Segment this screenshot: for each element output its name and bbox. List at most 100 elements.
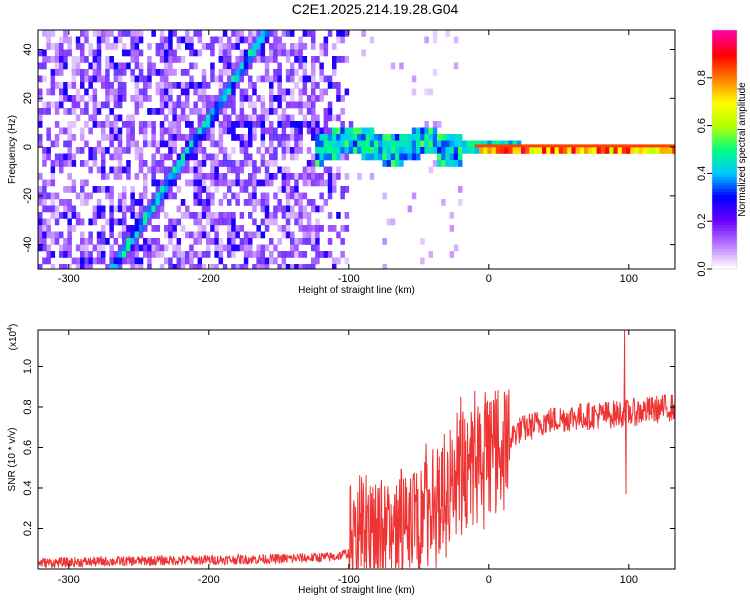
heatmap-cell bbox=[357, 147, 362, 154]
colorbar-segment bbox=[712, 200, 737, 204]
heatmap-cell bbox=[197, 30, 203, 37]
heatmap-cell bbox=[285, 69, 291, 76]
heatmap-cell bbox=[63, 88, 68, 96]
heatmap-cell bbox=[63, 199, 68, 206]
heatmap-cell bbox=[50, 56, 56, 63]
heatmap-cell bbox=[75, 69, 81, 76]
heatmap-cell bbox=[159, 153, 165, 161]
heatmap-cell bbox=[201, 212, 207, 219]
heatmap-cell bbox=[193, 251, 198, 258]
heatmap-cell bbox=[474, 147, 480, 154]
heatmap-cell bbox=[340, 153, 345, 161]
heatmap-cell bbox=[302, 205, 308, 213]
heatmap-cell bbox=[285, 121, 291, 128]
heatmap-cell bbox=[96, 186, 102, 193]
heatmap-cell bbox=[88, 49, 93, 57]
heatmap-cell bbox=[445, 140, 450, 148]
heatmap-cell bbox=[227, 75, 232, 83]
heatmap-cell bbox=[80, 192, 85, 200]
heatmap-cell bbox=[130, 69, 135, 76]
heatmap-cell bbox=[264, 199, 270, 206]
heatmap-cell bbox=[302, 212, 308, 219]
heatmap-cell bbox=[306, 127, 312, 135]
heatmap-cell bbox=[214, 218, 219, 226]
heatmap-cell bbox=[227, 166, 232, 174]
heatmap-cell bbox=[222, 218, 228, 226]
colorbar-segment bbox=[712, 242, 737, 246]
heatmap-cell bbox=[432, 134, 438, 141]
heatmap-cell bbox=[298, 147, 303, 154]
colorbar-segment bbox=[712, 113, 737, 118]
heatmap-cell bbox=[206, 238, 211, 245]
heatmap-cell bbox=[420, 140, 425, 148]
heatmap-cell bbox=[281, 108, 287, 115]
heatmap-cell bbox=[214, 186, 219, 193]
heatmap-cell bbox=[235, 173, 240, 180]
heatmap-cell bbox=[71, 212, 77, 219]
heatmap-cell bbox=[101, 160, 106, 167]
heatmap-cell bbox=[38, 264, 43, 269]
heatmap-cell bbox=[214, 108, 219, 115]
colorbar-segment bbox=[712, 116, 737, 121]
heatmap-cell bbox=[88, 82, 93, 89]
heatmap-cell bbox=[210, 121, 215, 128]
heatmap-cell bbox=[319, 43, 324, 50]
heatmap-cell bbox=[235, 75, 240, 83]
heatmap-cell bbox=[151, 108, 156, 115]
heatmap-cell bbox=[403, 134, 408, 141]
heatmap-cell bbox=[84, 238, 89, 245]
heatmap-cell bbox=[281, 134, 287, 141]
heatmap-cell bbox=[67, 121, 72, 128]
heatmap-cell bbox=[231, 264, 236, 269]
colorbar-segment bbox=[712, 248, 737, 252]
heatmap-cell bbox=[151, 205, 156, 213]
heatmap-cell bbox=[59, 231, 64, 239]
heatmap-cell bbox=[248, 82, 253, 89]
heatmap-cell bbox=[185, 88, 190, 96]
heatmap-cell bbox=[256, 75, 261, 83]
heatmap-cell bbox=[206, 108, 211, 115]
heatmap-cell bbox=[134, 56, 140, 63]
heatmap-cell bbox=[336, 127, 341, 135]
heatmap-cell bbox=[176, 121, 182, 128]
heatmap-cell bbox=[168, 127, 173, 135]
heatmap-cell bbox=[71, 121, 77, 128]
heatmap-cell bbox=[231, 43, 236, 50]
heatmap-cell bbox=[508, 147, 513, 154]
heatmap-cell bbox=[38, 49, 43, 57]
heatmap-cell bbox=[130, 186, 135, 193]
heatmap-cell bbox=[210, 62, 215, 70]
heatmap-cell bbox=[218, 134, 224, 141]
heatmap-cell bbox=[176, 238, 182, 245]
heatmap-cell bbox=[508, 140, 513, 148]
heatmap-cell bbox=[311, 205, 316, 213]
heatmap-cell bbox=[277, 238, 282, 245]
heatmap-cell bbox=[340, 108, 345, 115]
heatmap-cell bbox=[281, 121, 287, 128]
heatmap-cell bbox=[340, 251, 345, 258]
heatmap-cell bbox=[264, 257, 270, 265]
heatmap-cell bbox=[277, 205, 282, 213]
heatmap-cell bbox=[218, 49, 224, 57]
heatmap-cell bbox=[222, 108, 228, 115]
colorbar-segment bbox=[712, 83, 737, 88]
heatmap-cell bbox=[105, 82, 110, 89]
heatmap-cell bbox=[189, 257, 194, 265]
heatmap-cell bbox=[197, 166, 203, 174]
heatmap-cell bbox=[428, 166, 434, 174]
heatmap-cell bbox=[117, 264, 123, 269]
heatmap-cell bbox=[243, 69, 249, 76]
heatmap-cell bbox=[315, 121, 320, 128]
heatmap-cell bbox=[395, 134, 400, 141]
heatmap-cell bbox=[491, 147, 497, 154]
heatmap-cell bbox=[109, 153, 114, 161]
heatmap-cell bbox=[239, 264, 245, 269]
heatmap-cell bbox=[231, 127, 236, 135]
heatmap-cell bbox=[218, 82, 224, 89]
colorbar-segment bbox=[712, 50, 737, 55]
heatmap-cell bbox=[63, 251, 68, 258]
heatmap-cell bbox=[54, 231, 60, 239]
heatmap-cell bbox=[59, 56, 64, 63]
heatmap-cell bbox=[311, 244, 316, 252]
heatmap-cell bbox=[327, 108, 333, 115]
